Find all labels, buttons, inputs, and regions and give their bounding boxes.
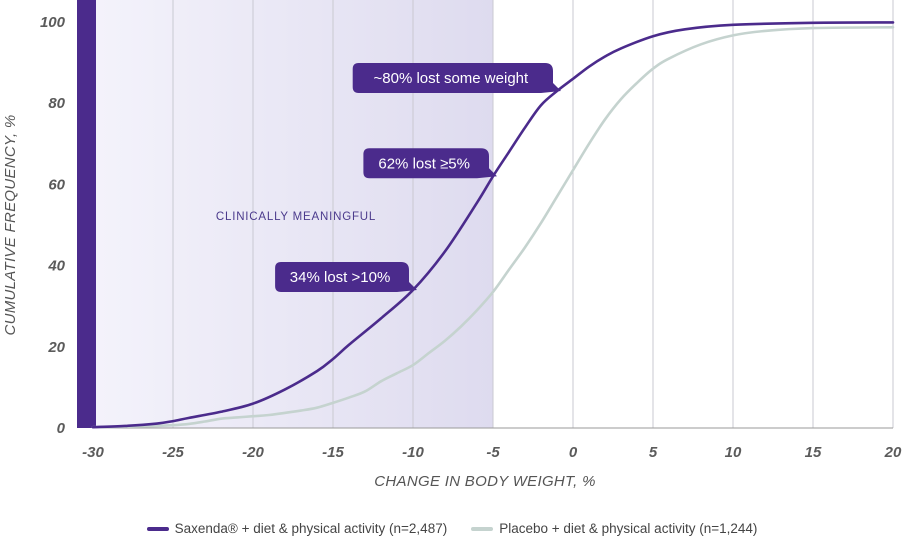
x-tick-label: -5 <box>486 444 500 461</box>
y-tick-label: 80 <box>48 95 65 112</box>
y-tick-labels: 0 20 40 60 80 100 <box>40 14 66 437</box>
callout-box <box>352 63 561 94</box>
callout-label: ~80% lost some weight <box>374 70 529 87</box>
x-tick-label: 5 <box>649 444 658 461</box>
callout-label: 62% lost ≥5% <box>378 155 470 172</box>
left-axis-bar <box>77 0 96 428</box>
x-tick-label: 0 <box>569 444 578 461</box>
callout: 34% lost >10% <box>275 261 417 292</box>
x-tick-label: -25 <box>162 444 184 461</box>
y-tick-label: 60 <box>48 176 65 193</box>
y-tick-label: 20 <box>47 339 65 356</box>
zone-label: CLINICALLY MEANINGFUL <box>216 211 376 223</box>
callout-label: 34% lost >10% <box>290 269 390 286</box>
callout-box <box>275 261 417 292</box>
legend-item-placebo: Placebo + diet & physical activity (n=1,… <box>471 521 757 536</box>
series-lines <box>91 21 895 429</box>
callouts: ~80% lost some weight 62% lost ≥5% 34% los… <box>275 63 561 292</box>
callout-box <box>363 148 497 179</box>
x-tick-labels: -30 -25 -20 -15 -10 -5 0 5 10 15 20 <box>82 444 902 461</box>
vertical-gridlines <box>172 0 894 428</box>
y-tick-label: 100 <box>40 14 66 31</box>
callout: ~80% lost some weight <box>352 63 561 94</box>
legend-label-saxenda: Saxenda® + diet & physical activity (n=2… <box>174 521 448 536</box>
x-tick-label: 15 <box>805 444 822 461</box>
legend-label-placebo: Placebo + diet & physical activity (n=1,… <box>499 521 758 536</box>
y-tick-label: 0 <box>57 420 66 437</box>
x-tick-label: 10 <box>725 444 742 461</box>
y-tick-label: 40 <box>47 258 65 275</box>
legend-item-saxenda: Saxenda® + diet & physical activity (n=2… <box>146 521 448 536</box>
legend-swatch-placebo <box>471 526 494 531</box>
callout: 62% lost ≥5% <box>363 148 497 179</box>
y-axis-title: CUMULATIVE FREQUENCY, % <box>2 114 19 335</box>
x-tick-label: -30 <box>82 444 104 461</box>
series-line-saxenda <box>91 21 895 429</box>
legend-swatch-saxenda <box>146 526 169 531</box>
x-tick-label: 20 <box>884 444 902 461</box>
x-tick-label: -15 <box>322 444 344 461</box>
legend: Saxenda® + diet & physical activity (n=2… <box>0 521 904 536</box>
x-axis-title: CHANGE IN BODY WEIGHT, % <box>374 473 595 490</box>
x-tick-label: -20 <box>242 444 264 461</box>
x-tick-label: -10 <box>402 444 424 461</box>
cumulative-frequency-chart: 0 20 40 60 80 100 -30 -25 -20 -15 -10 -5 0 5 10 15 20 C… <box>2 0 902 490</box>
series-line-placebo <box>91 25 895 429</box>
